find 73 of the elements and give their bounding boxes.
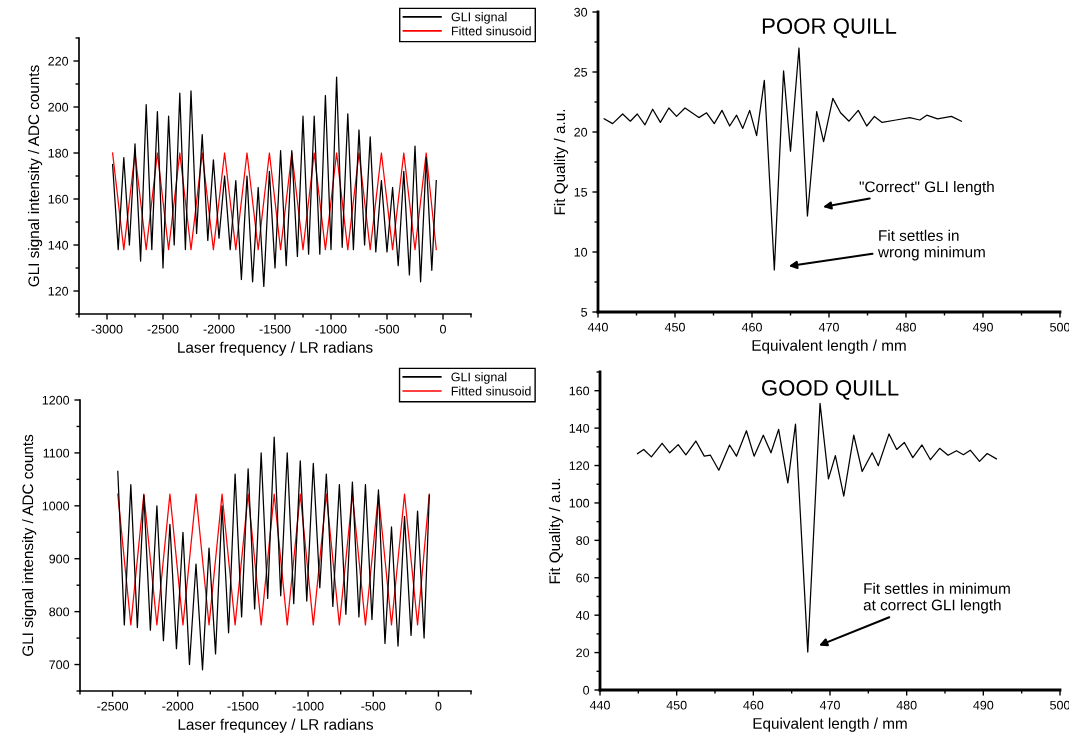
x-tick-label: -2000 <box>203 324 235 334</box>
x-tick-label: 0 <box>440 324 446 334</box>
y-tick-label: 900 <box>49 554 70 564</box>
y-tick-label: 140 <box>569 423 590 433</box>
y-tick-label: 0 <box>583 685 590 695</box>
y-axis-title: Fit Quality / a.u. <box>553 109 569 215</box>
y-tick-label: 10 <box>574 247 588 257</box>
x-tick-label: 440 <box>587 322 608 332</box>
x-tick-label: 480 <box>896 700 917 710</box>
y-tick-label: 200 <box>48 102 69 112</box>
x-tick-label: 470 <box>819 700 840 710</box>
y-tick-label: 30 <box>574 7 588 17</box>
y-tick-label: 60 <box>576 573 590 583</box>
y-axis-title: GLI signal intensity / ADC counts <box>21 434 37 656</box>
annotation: Fit settles in minimum at correct GLI length <box>863 582 1010 614</box>
line-series <box>111 76 437 288</box>
y-tick-label: 1100 <box>43 448 70 458</box>
x-tick-label: 450 <box>666 700 687 710</box>
y-axis-title: GLI signal intensity / ADC counts <box>27 65 43 287</box>
x-tick-label: -2500 <box>97 701 129 711</box>
x-tick-label: 480 <box>895 322 916 332</box>
legend-label: Fitted sinusoid <box>451 26 531 36</box>
x-tick-label: -1000 <box>315 324 347 334</box>
y-tick-label: 220 <box>48 56 69 66</box>
y-tick-label: 1200 <box>42 395 70 405</box>
x-tick-label: -2500 <box>147 324 179 334</box>
y-tick-label: 800 <box>49 607 70 617</box>
x-tick-label: 500 <box>1050 700 1069 710</box>
y-tick-label: 700 <box>49 660 70 670</box>
x-axis-title: Equivalent length / mm <box>752 339 906 354</box>
y-tick-label: 120 <box>48 286 69 296</box>
x-tick-label: -1500 <box>259 324 291 334</box>
legend-label: GLI signal <box>451 372 507 384</box>
x-axis-title: Laser frequency / LR radians <box>178 341 373 356</box>
x-tick-label: -1500 <box>227 701 259 711</box>
x-tick-label: 470 <box>818 322 839 332</box>
y-tick-label: 120 <box>569 461 590 471</box>
legend-label: Fitted sinusoid <box>451 386 531 396</box>
y-tick-label: 25 <box>574 67 588 77</box>
y-tick-label: 160 <box>48 194 69 204</box>
annotation: Fit settles in wrong minimum <box>877 229 985 261</box>
x-tick-label: 0 <box>435 701 442 711</box>
x-axis-title: Equivalent length / mm <box>753 717 907 732</box>
x-tick-label: -500 <box>361 701 386 711</box>
y-tick-label: 80 <box>576 536 590 546</box>
annotation: "Correct" GLI length <box>859 180 994 196</box>
legend-label: GLI signal <box>451 12 507 24</box>
x-axis-title: Laser frequncey / LR radians <box>178 718 374 733</box>
y-tick-label: 20 <box>574 127 588 137</box>
x-tick-label: 450 <box>664 322 685 332</box>
x-tick-label: -500 <box>375 324 400 334</box>
chart-title: POOR QUILL <box>762 18 897 38</box>
y-tick-label: 15 <box>574 187 588 197</box>
chart-title: GOOD QUILL <box>761 379 899 400</box>
y-tick-label: 5 <box>581 307 588 317</box>
y-tick-label: 160 <box>569 386 590 396</box>
y-axis-title: Fit Quality / a.u. <box>548 478 564 584</box>
x-tick-label: 460 <box>743 700 764 710</box>
x-tick-label: 460 <box>741 322 762 332</box>
y-tick-label: 140 <box>48 240 69 250</box>
x-tick-label: 490 <box>972 322 993 332</box>
line-series <box>117 436 430 671</box>
y-tick-label: 40 <box>575 610 590 620</box>
y-tick-label: 20 <box>576 648 590 658</box>
x-tick-label: -1000 <box>292 701 324 711</box>
y-tick-label: 1000 <box>42 501 70 511</box>
x-tick-label: 500 <box>1050 322 1069 332</box>
x-tick-label: 440 <box>589 700 610 710</box>
x-tick-label: -3000 <box>91 324 123 334</box>
y-tick-label: 100 <box>569 498 590 508</box>
y-tick-label: 180 <box>48 148 69 158</box>
x-tick-label: -2000 <box>162 701 194 711</box>
x-tick-label: 490 <box>973 700 994 710</box>
